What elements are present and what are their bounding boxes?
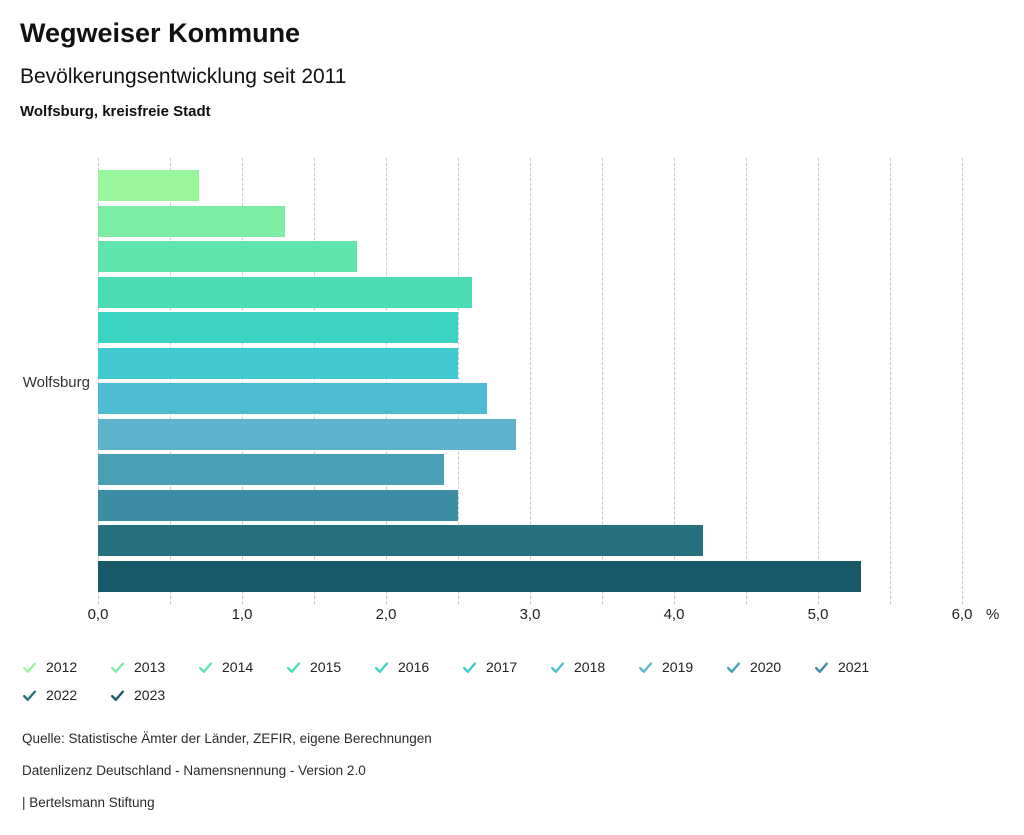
bar-2021[interactable] <box>98 489 458 521</box>
bar-2014[interactable] <box>98 241 358 272</box>
gridline <box>170 158 171 604</box>
legend-year-label: 2022 <box>46 687 78 703</box>
gridline <box>818 158 819 604</box>
legend-year-label: 2020 <box>750 659 782 675</box>
legend-item-2020[interactable]: 2020 <box>726 659 814 675</box>
legend-item-2016[interactable]: 2016 <box>374 659 462 675</box>
x-tick-label: 6,0 <box>951 606 973 623</box>
check-icon <box>462 661 477 673</box>
check-icon <box>110 689 125 701</box>
check-icon <box>22 661 37 673</box>
chart-title: Bevölkerungsentwicklung seit 2011 <box>20 65 347 88</box>
bar-2012[interactable] <box>98 170 199 201</box>
gridline <box>386 158 387 604</box>
bar-2019[interactable] <box>98 418 516 450</box>
check-icon <box>198 661 213 673</box>
bar-2018[interactable] <box>98 383 487 414</box>
gridline <box>314 158 315 604</box>
check-icon <box>550 661 565 673</box>
x-tick-label: 3,0 <box>519 606 541 623</box>
gridline <box>602 158 603 604</box>
bar-2020[interactable] <box>98 454 444 485</box>
check-icon <box>814 661 829 673</box>
legend-year-label: 2013 <box>134 659 166 675</box>
check-icon <box>374 661 389 673</box>
x-tick-label: 0,0 <box>87 606 109 623</box>
gridline <box>674 158 675 604</box>
bar-2016[interactable] <box>98 312 458 343</box>
bar-2017[interactable] <box>98 347 458 379</box>
legend-item-2018[interactable]: 2018 <box>550 659 638 675</box>
x-tick-label: 4,0 <box>663 606 685 623</box>
x-axis-unit-label: % <box>986 606 1000 623</box>
check-icon <box>638 661 653 673</box>
x-axis: 0,0 1,0 2,0 3,0 4,0 5,0 6,0% <box>0 606 1024 628</box>
check-icon <box>110 661 125 673</box>
legend-item-2022[interactable]: 2022 <box>22 687 110 703</box>
check-icon <box>286 661 301 673</box>
legend: 2012 2013 2014 2015 2016 2017 2018 2019 2020 2021… <box>22 659 957 703</box>
chart-footer: Quelle: Statistische Ämter der Länder, Z… <box>22 731 432 827</box>
legend-year-label: 2017 <box>486 659 518 675</box>
gridline <box>458 158 459 604</box>
region-subtitle: Wolfsburg, kreisfreie Stadt <box>20 103 211 120</box>
bar-2015[interactable] <box>98 276 473 308</box>
gridline <box>242 158 243 604</box>
legend-year-label: 2015 <box>310 659 342 675</box>
y-axis-category-label: Wolfsburg <box>22 374 90 391</box>
gridline <box>746 158 747 604</box>
legend-year-label: 2021 <box>838 659 870 675</box>
legend-item-2012[interactable]: 2012 <box>22 659 110 675</box>
chart-header: Wegweiser Kommune Bevölkerungsentwicklun… <box>20 18 346 120</box>
bar-2023[interactable] <box>98 560 862 592</box>
x-tick-label: 2,0 <box>375 606 397 623</box>
x-tick-label: 1,0 <box>231 606 253 623</box>
bar-2013[interactable] <box>98 205 286 237</box>
page-title: Wegweiser Kommune <box>20 18 301 48</box>
legend-year-label: 2019 <box>662 659 694 675</box>
gridline <box>98 158 99 604</box>
legend-year-label: 2018 <box>574 659 606 675</box>
x-tick-label: 5,0 <box>807 606 829 623</box>
gridline <box>530 158 531 604</box>
legend-item-2021[interactable]: 2021 <box>814 659 902 675</box>
bar-chart-plot-area <box>98 158 963 604</box>
bar-2022[interactable] <box>98 525 703 556</box>
legend-year-label: 2016 <box>398 659 430 675</box>
legend-year-label: 2014 <box>222 659 254 675</box>
legend-year-label: 2012 <box>46 659 78 675</box>
legend-item-2019[interactable]: 2019 <box>638 659 726 675</box>
gridline <box>962 158 963 604</box>
brand-note: | Bertelsmann Stiftung <box>22 795 155 810</box>
legend-item-2013[interactable]: 2013 <box>110 659 198 675</box>
legend-item-2023[interactable]: 2023 <box>110 687 198 703</box>
check-icon <box>726 661 741 673</box>
legend-item-2017[interactable]: 2017 <box>462 659 550 675</box>
check-icon <box>22 689 37 701</box>
legend-item-2015[interactable]: 2015 <box>286 659 374 675</box>
legend-item-2014[interactable]: 2014 <box>198 659 286 675</box>
gridline <box>890 158 891 604</box>
source-note: Quelle: Statistische Ämter der Länder, Z… <box>22 731 432 746</box>
legend-year-label: 2023 <box>134 687 166 703</box>
license-note: Datenlizenz Deutschland - Namensnennung … <box>22 763 366 778</box>
